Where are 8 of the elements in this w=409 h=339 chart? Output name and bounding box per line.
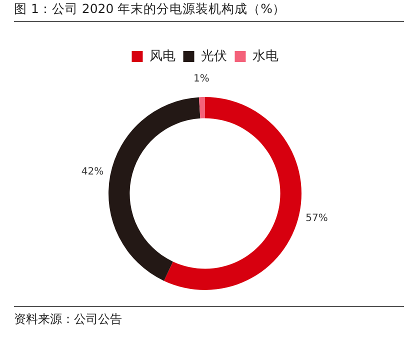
legend-label: 光伏	[200, 48, 227, 64]
text: 资料来源：公司公告	[14, 311, 123, 328]
chart-title: 图 1：公司 2020 年末的分电源装机构成（%）	[14, 1, 404, 22]
legend-label: 水电	[252, 48, 278, 64]
data-label: 57%	[306, 213, 328, 224]
data-label: 1%	[193, 74, 210, 85]
data-label: 42%	[81, 166, 104, 178]
legend-label: 风电	[149, 48, 176, 64]
